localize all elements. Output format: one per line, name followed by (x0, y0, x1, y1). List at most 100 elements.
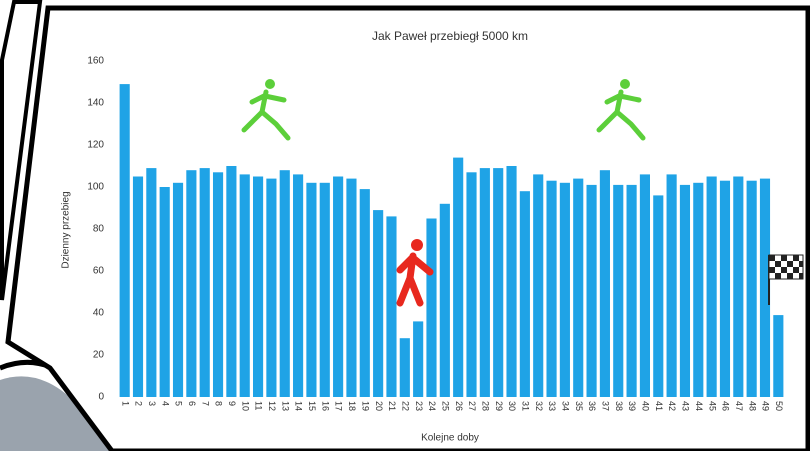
x-tick-label: 42 (667, 401, 677, 411)
x-tick-label: 27 (467, 401, 477, 411)
x-tick-label: 14 (294, 401, 304, 411)
y-tick-label: 60 (93, 266, 105, 277)
x-tick-label: 20 (374, 401, 384, 411)
x-tick-label: 34 (561, 401, 571, 411)
bar (172, 182, 184, 397)
x-tick-label: 32 (534, 401, 544, 411)
x-tick-label: 12 (267, 401, 277, 411)
bar (506, 166, 517, 397)
x-tick-label: 15 (307, 401, 317, 411)
bar (706, 176, 717, 397)
x-tick-label: 9 (227, 401, 237, 406)
bar (679, 184, 691, 397)
x-tick-label: 23 (414, 401, 424, 411)
x-tick-label: 41 (654, 401, 664, 411)
x-tick-label: 43 (681, 401, 691, 411)
x-tick-label: 48 (747, 401, 757, 411)
bar (466, 172, 477, 397)
x-tick-label: 1 (120, 401, 130, 406)
x-tick-label: 24 (427, 401, 437, 411)
x-tick-label: 6 (187, 401, 197, 406)
x-tick-label: 7 (200, 401, 210, 406)
x-tick-label: 25 (440, 401, 450, 411)
bar (399, 338, 410, 397)
bar (266, 178, 277, 397)
bar (626, 184, 637, 397)
y-axis-label: Dzienny przebieg (61, 191, 72, 268)
x-tick-label: 40 (641, 401, 651, 411)
x-tick-label: 37 (601, 401, 611, 411)
x-tick-label: 49 (761, 401, 771, 411)
x-tick-label: 18 (347, 401, 357, 411)
bar (666, 174, 677, 397)
x-tick-label: 21 (387, 401, 397, 411)
runner-icon (596, 79, 646, 141)
x-tick-label: 39 (627, 401, 637, 411)
x-tick-label: 28 (480, 401, 490, 411)
bar (293, 174, 304, 397)
x-tick-label: 8 (214, 401, 224, 406)
x-tick-label: 16 (320, 401, 330, 411)
x-tick-label: 47 (734, 401, 744, 411)
x-tick-label: 31 (520, 401, 530, 411)
bar (573, 178, 584, 397)
bar (319, 182, 330, 397)
y-tick-label: 120 (87, 140, 104, 151)
x-tick-label: 4 (160, 401, 170, 406)
bar (279, 170, 290, 397)
x-tick-label: 17 (334, 401, 344, 411)
x-tick-label: 35 (574, 401, 584, 411)
x-tick-label: 45 (707, 401, 717, 411)
y-tick-label: 160 (87, 56, 104, 67)
bar (639, 174, 650, 397)
x-tick-label: 38 (614, 401, 624, 411)
y-tick-label: 100 (87, 182, 104, 193)
x-tick-label: 33 (547, 401, 557, 411)
x-tick-label: 50 (774, 401, 784, 411)
y-tick-label: 140 (87, 98, 104, 109)
bar (146, 168, 157, 397)
bar (212, 172, 224, 397)
bar (479, 168, 490, 397)
bar (186, 170, 197, 397)
bar (519, 191, 530, 397)
bar (773, 315, 784, 397)
x-tick-label: 36 (587, 401, 597, 411)
y-tick-label: 20 (93, 350, 105, 361)
bar (199, 168, 210, 397)
walker-icon (396, 239, 434, 307)
bar (253, 176, 264, 397)
x-tick-label: 13 (280, 401, 290, 411)
bar (439, 203, 450, 397)
bar (453, 157, 464, 397)
y-tick-label: 0 (98, 392, 104, 403)
y-tick-label: 80 (93, 224, 105, 235)
x-tick-label: 29 (494, 401, 504, 411)
bar (373, 210, 384, 397)
x-tick-label: 10 (240, 401, 250, 411)
x-tick-label: 44 (694, 401, 704, 411)
bar (226, 166, 237, 397)
bar (132, 176, 144, 397)
bar (733, 176, 744, 397)
x-tick-label: 3 (147, 401, 157, 406)
bar (306, 182, 317, 397)
bar (386, 216, 397, 397)
x-tick-label: 11 (254, 401, 264, 410)
bar (119, 84, 130, 397)
x-tick-label: 19 (360, 401, 370, 411)
x-tick-label: 22 (400, 401, 410, 411)
bar (346, 178, 357, 397)
bar (333, 176, 344, 397)
x-axis-label: Kolejne doby (421, 433, 479, 444)
bar (599, 170, 610, 397)
x-tick-label: 2 (134, 401, 144, 406)
x-tick-label: 46 (721, 401, 731, 411)
bar (413, 321, 424, 397)
runner-icon (241, 79, 291, 141)
x-tick-label: 5 (174, 401, 184, 406)
x-tick-label: 26 (454, 401, 464, 411)
bar (746, 180, 757, 397)
finish-flag (768, 254, 804, 305)
